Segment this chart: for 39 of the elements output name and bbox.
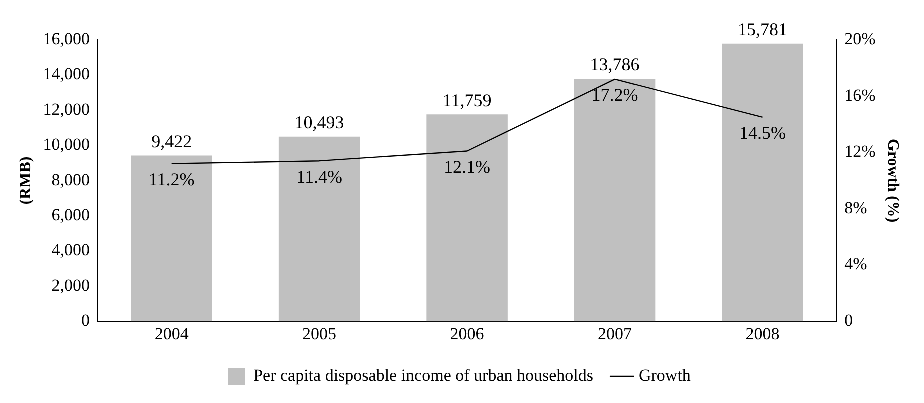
y2-tick-label: 16% [844,86,876,105]
data-label: 10,493 [294,112,344,133]
y-tick-label: 10,000 [43,135,90,154]
y2-tick-label: 8% [844,198,868,218]
y2-tick-label: 0 [844,311,854,330]
data-label: 12.1% [444,156,491,177]
x-tick-label: 2007 [598,324,633,344]
legend-label: Per capita disposable income of urban households [254,366,594,385]
y-tick-label: 2,000 [52,276,90,295]
y-tick-label: 12,000 [43,100,90,119]
y-tick-label: 14,000 [43,64,90,84]
data-label: 15,781 [738,20,788,40]
x-tick-label: 2006 [450,324,484,344]
bar [131,156,212,322]
y2-tick-label: 4% [844,254,868,274]
y-tick-label: 6,000 [52,205,90,224]
data-label: 13,786 [590,54,640,75]
y-tick-label: 0 [81,311,90,330]
y-tick-label: 8,000 [52,170,90,190]
y2-tick-label: 20% [844,29,876,48]
y-tick-label: 4,000 [52,240,90,260]
data-label: 14.5% [740,123,786,144]
x-tick-label: 2005 [302,324,337,344]
x-tick-label: 2004 [154,324,190,344]
bar [426,114,508,322]
y-axis-title: (RMB) [18,156,35,205]
data-label: 17.2% [592,85,638,106]
data-label: 11,759 [442,90,492,110]
x-tick-label: 2008 [746,324,780,344]
data-label: 11.4% [296,166,342,187]
y2-tick-label: 12% [844,142,876,162]
y-tick-label: 16,000 [43,29,90,48]
y2-axis-title: Growth (%) [884,138,902,223]
legend-label: Growth [638,366,692,385]
bar [278,136,360,322]
data-label: 9,422 [152,132,192,152]
bar [574,78,656,322]
bar [722,44,804,322]
data-label: 11.2% [148,170,195,190]
